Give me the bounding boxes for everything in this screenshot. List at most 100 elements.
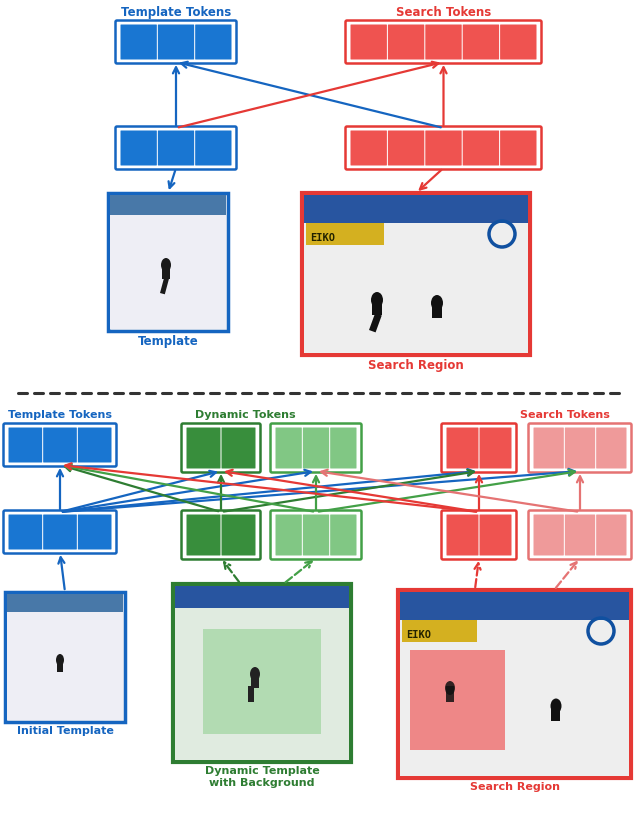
Text: Template Tokens: Template Tokens [8,410,112,420]
FancyBboxPatch shape [115,20,237,64]
Bar [173,584,351,762]
FancyBboxPatch shape [43,514,77,550]
Bar [372,298,382,315]
Bar [304,195,528,353]
Text: Search Tokens: Search Tokens [520,410,610,420]
FancyBboxPatch shape [303,428,329,468]
FancyBboxPatch shape [275,514,302,555]
FancyBboxPatch shape [534,514,564,555]
FancyBboxPatch shape [529,510,632,559]
FancyBboxPatch shape [3,423,116,467]
Bar [108,193,228,331]
FancyBboxPatch shape [195,130,232,165]
Text: Initial Template: Initial Template [17,726,113,736]
Bar [400,592,629,776]
Text: with Background: with Background [209,778,315,788]
FancyBboxPatch shape [388,130,424,165]
Bar [398,590,631,778]
Bar [110,195,226,215]
FancyBboxPatch shape [182,510,260,559]
FancyBboxPatch shape [388,25,424,60]
FancyBboxPatch shape [271,423,362,473]
Bar [7,594,123,720]
Text: Search Region: Search Region [368,359,464,372]
FancyBboxPatch shape [8,428,42,463]
Text: Template Tokens: Template Tokens [121,6,231,19]
FancyBboxPatch shape [195,25,232,60]
Bar [162,263,170,279]
FancyBboxPatch shape [186,428,221,468]
FancyBboxPatch shape [303,514,329,555]
Bar [302,193,530,355]
FancyBboxPatch shape [182,423,260,473]
FancyBboxPatch shape [3,510,116,554]
Bar [369,313,381,333]
Bar [446,686,454,702]
FancyBboxPatch shape [534,428,564,468]
Ellipse shape [161,258,171,272]
FancyBboxPatch shape [500,130,536,165]
FancyBboxPatch shape [596,428,627,468]
Text: EIKO: EIKO [406,630,431,640]
Bar [306,223,384,245]
Ellipse shape [371,292,383,308]
FancyBboxPatch shape [500,25,536,60]
Bar [402,620,477,642]
FancyBboxPatch shape [43,428,77,463]
Bar [304,195,528,223]
FancyBboxPatch shape [120,130,157,165]
FancyBboxPatch shape [158,130,194,165]
Ellipse shape [550,699,561,713]
FancyBboxPatch shape [330,428,356,468]
Bar [7,594,123,612]
FancyBboxPatch shape [463,25,499,60]
Ellipse shape [431,295,443,311]
Bar [400,592,629,620]
Bar [203,629,321,734]
Bar [160,278,169,294]
Bar [57,658,63,672]
Ellipse shape [250,667,260,681]
Bar [432,301,442,318]
Text: Search Tokens: Search Tokens [396,6,491,19]
Bar [5,592,125,722]
Bar [110,195,226,329]
Bar [251,672,259,688]
Bar [175,586,349,760]
FancyBboxPatch shape [442,423,516,473]
FancyBboxPatch shape [447,428,479,468]
FancyBboxPatch shape [78,514,111,550]
FancyBboxPatch shape [426,25,461,60]
FancyBboxPatch shape [346,126,541,170]
FancyBboxPatch shape [565,428,595,468]
FancyBboxPatch shape [442,510,516,559]
FancyBboxPatch shape [351,130,387,165]
Text: EIKO: EIKO [310,233,335,243]
FancyBboxPatch shape [78,428,111,463]
Ellipse shape [56,654,64,666]
Bar [175,586,349,608]
Ellipse shape [445,681,455,695]
Text: Search Region: Search Region [470,782,559,792]
FancyBboxPatch shape [426,130,461,165]
FancyBboxPatch shape [221,514,255,555]
FancyBboxPatch shape [565,514,595,555]
FancyBboxPatch shape [447,514,479,555]
FancyBboxPatch shape [529,423,632,473]
FancyBboxPatch shape [346,20,541,64]
FancyBboxPatch shape [8,514,42,550]
FancyBboxPatch shape [115,126,237,170]
Bar [248,686,254,702]
FancyBboxPatch shape [271,510,362,559]
Bar [410,650,505,750]
FancyBboxPatch shape [479,514,511,555]
FancyBboxPatch shape [479,428,511,468]
FancyBboxPatch shape [158,25,194,60]
Text: Template: Template [138,335,198,348]
FancyBboxPatch shape [221,428,255,468]
FancyBboxPatch shape [463,130,499,165]
Bar [551,704,560,721]
FancyBboxPatch shape [120,25,157,60]
FancyBboxPatch shape [596,514,627,555]
Text: Dynamic Template: Dynamic Template [205,766,319,776]
